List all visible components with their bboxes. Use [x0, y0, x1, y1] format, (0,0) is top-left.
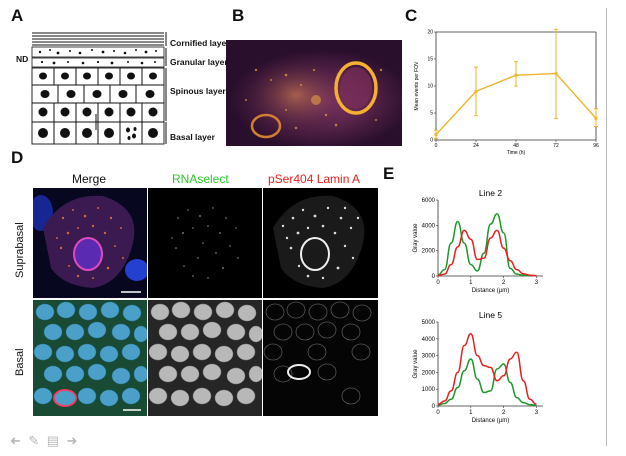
y-tick-label: 4000 — [422, 337, 436, 343]
x-tick-label: 0 — [436, 410, 440, 416]
column-title-merge: Merge — [72, 172, 107, 186]
image-basal-rnaselect — [148, 300, 262, 416]
y-tick-label: 15 — [427, 57, 433, 63]
x-tick-label: 24 — [473, 143, 479, 149]
x-tick-label: 0 — [435, 143, 438, 149]
layer-label-granular: Granular layer — [170, 57, 228, 67]
y-tick-label: 10 — [427, 84, 433, 90]
y-tick-label: 6000 — [422, 198, 436, 204]
suprabasal-lamin-picture — [263, 188, 378, 298]
x-axis-label: Time (h) — [507, 150, 526, 156]
panel-letter-e: E — [383, 164, 395, 183]
column-title-rnaselect: RNAselect — [172, 172, 229, 186]
y-tick-label: 0 — [430, 138, 433, 144]
y-tick-label: 0 — [432, 274, 436, 280]
panel-letter-b: B — [232, 6, 245, 25]
epidermis-schematic — [31, 32, 167, 145]
bottom-toolbar: ➜ ✎ ▤ ➜ — [10, 432, 80, 450]
chart-title: Line 5 — [479, 310, 502, 320]
basal-lamin-picture — [263, 300, 378, 416]
image-basal-lamin — [263, 300, 378, 416]
suprabasal-rnaselect-picture — [148, 188, 262, 298]
scroll-divider[interactable] — [606, 8, 607, 446]
data-point — [474, 89, 478, 93]
line5-profile-chart: 0 1 2 3 0 1000 2000 3000 4000 5000 Distance (µm) Gr… — [413, 310, 543, 424]
panel-c-chart: 0 24 48 72 96 0 5 10 15 20 Time (h) Mean events per… — [408, 22, 608, 162]
layer-label-basal: Basal layer — [170, 132, 215, 142]
column-title-lamin: pSer404 Lamin A — [268, 172, 361, 186]
y-tick-label: 0 — [432, 404, 436, 410]
series-line-1 — [437, 333, 537, 406]
panel-letter-c: C — [405, 6, 418, 25]
line2-profile-chart: 0 1 2 3 0 2000 4000 6000 Distance (µm) Gray value… — [413, 188, 543, 294]
image-suprabasal-lamin — [263, 188, 378, 298]
x-axis-label: Distance (µm) — [472, 418, 509, 424]
x-tick-label: 96 — [593, 143, 599, 149]
y-tick-label: 4000 — [422, 223, 436, 229]
x-tick-label: 2 — [502, 410, 506, 416]
x-tick-label: 1 — [469, 280, 473, 286]
x-tick-label: 72 — [553, 143, 559, 149]
panel-a-diagram — [28, 30, 233, 148]
y-axis-label: Gray value — [413, 349, 419, 379]
data-point — [554, 71, 558, 76]
y-tick-label: 2000 — [422, 370, 436, 376]
chart-title: Line 2 — [479, 188, 502, 198]
panel-letter-a: A — [11, 6, 24, 25]
micrograph-b-image — [226, 40, 402, 146]
row-title-basal: Basal — [14, 348, 26, 376]
data-point — [514, 73, 518, 77]
y-tick-label: 20 — [427, 30, 433, 36]
data-point — [594, 116, 598, 120]
series-line-1 — [437, 229, 537, 277]
y-tick-label: 3000 — [422, 354, 436, 360]
panel-e-chart-line2: 0 1 2 3 0 2000 4000 6000 Distance (µm) Gray value… — [408, 186, 558, 304]
y-axis-label: Gray value — [413, 223, 419, 253]
panel-b-micrograph — [226, 40, 402, 146]
x-axis-label: Distance (µm) — [472, 288, 509, 294]
y-axis-label: Mean events per FOV — [414, 61, 420, 111]
x-tick-label: 3 — [535, 410, 539, 416]
x-tick-label: 2 — [502, 280, 506, 286]
panel-e-chart-line5: 0 1 2 3 0 1000 2000 3000 4000 5000 Distance (µm) Gr… — [408, 306, 558, 434]
pencil-icon[interactable]: ✎ — [28, 433, 40, 448]
basal-rnaselect-picture — [148, 300, 262, 416]
nd-label: ND — [16, 54, 29, 64]
suprabasal-merge-picture — [33, 188, 147, 298]
series-line-0 — [437, 213, 537, 277]
basal-merge-picture — [33, 300, 147, 416]
image-basal-merge — [33, 300, 147, 416]
image-suprabasal-merge — [33, 188, 147, 298]
x-tick-label: 3 — [535, 280, 539, 286]
y-tick-label: 5 — [430, 111, 433, 117]
y-tick-label: 5000 — [422, 320, 436, 326]
notes-icon[interactable]: ▤ — [46, 433, 60, 448]
back-arrow-icon[interactable]: ➜ — [10, 433, 21, 448]
series-line-0 — [437, 358, 537, 407]
time-course-chart: 0 24 48 72 96 0 5 10 15 20 Time (h) Mean events per… — [414, 28, 599, 156]
layer-label-cornified: Cornified layer — [170, 38, 230, 48]
y-tick-label: 1000 — [422, 387, 436, 393]
data-point — [434, 133, 438, 137]
layer-label-spinous: Spinous layer — [170, 86, 226, 96]
panel-letter-d: D — [11, 148, 24, 167]
x-tick-label: 1 — [469, 410, 473, 416]
x-tick-label: 0 — [436, 280, 440, 286]
row-title-suprabasal: Suprabasal — [14, 222, 26, 278]
image-suprabasal-rnaselect — [148, 188, 262, 298]
x-tick-label: 48 — [513, 143, 519, 149]
forward-arrow-icon[interactable]: ➜ — [66, 433, 78, 448]
y-tick-label: 2000 — [422, 249, 436, 255]
